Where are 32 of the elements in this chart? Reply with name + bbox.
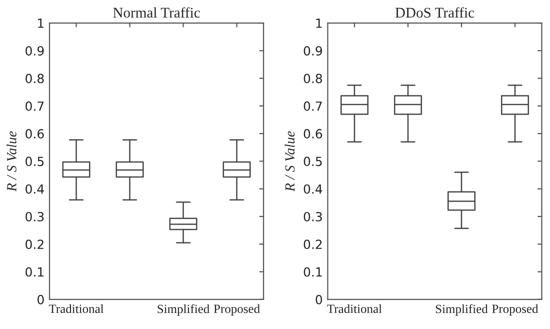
- y-tick-label: 0.5: [26, 156, 44, 166]
- y-tick-label: 0: [38, 294, 44, 304]
- x-tick-label: Traditional: [327, 304, 382, 314]
- y-tick-label: 1: [38, 18, 44, 28]
- chart-title: Normal Traffic: [113, 7, 200, 18]
- y-tick-label: 0.4: [26, 184, 44, 194]
- y-tick-label: 0.2: [26, 240, 44, 250]
- y-axis-title: R / S Value: [6, 131, 16, 192]
- x-tick-label: Simplified: [158, 304, 210, 316]
- x-tick-label: Proposed: [214, 304, 260, 316]
- x-tick-label: Simplified: [436, 304, 488, 316]
- y-tick-label: 0.1: [304, 267, 322, 277]
- y-tick-label: 0.2: [304, 240, 322, 250]
- y-tick-label: 0.3: [304, 212, 322, 222]
- y-tick-label: 1: [316, 18, 322, 28]
- y-tick-label: 0.9: [304, 46, 322, 56]
- y-tick-label: 0.7: [26, 101, 44, 111]
- y-tick-label: 0.5: [304, 156, 322, 166]
- y-tick-label: 0.3: [26, 212, 44, 222]
- y-tick-label: 0.8: [26, 74, 44, 84]
- y-tick-label: 0.1: [26, 267, 44, 277]
- y-tick-label: 0: [316, 294, 322, 304]
- y-axis-title: R / S Value: [284, 131, 295, 192]
- y-tick-label: 0.7: [304, 101, 322, 111]
- x-tick-label: Proposed: [492, 304, 538, 316]
- chart-title: DDoS Traffic: [395, 7, 474, 18]
- y-tick-label: 0.8: [304, 74, 322, 84]
- y-tick-label: 0.6: [26, 129, 44, 138]
- y-tick-label: 0.4: [304, 184, 322, 194]
- x-tick-label: Traditional: [48, 304, 104, 314]
- y-tick-label: 0.9: [26, 46, 44, 56]
- y-tick-label: 0.6: [304, 129, 322, 138]
